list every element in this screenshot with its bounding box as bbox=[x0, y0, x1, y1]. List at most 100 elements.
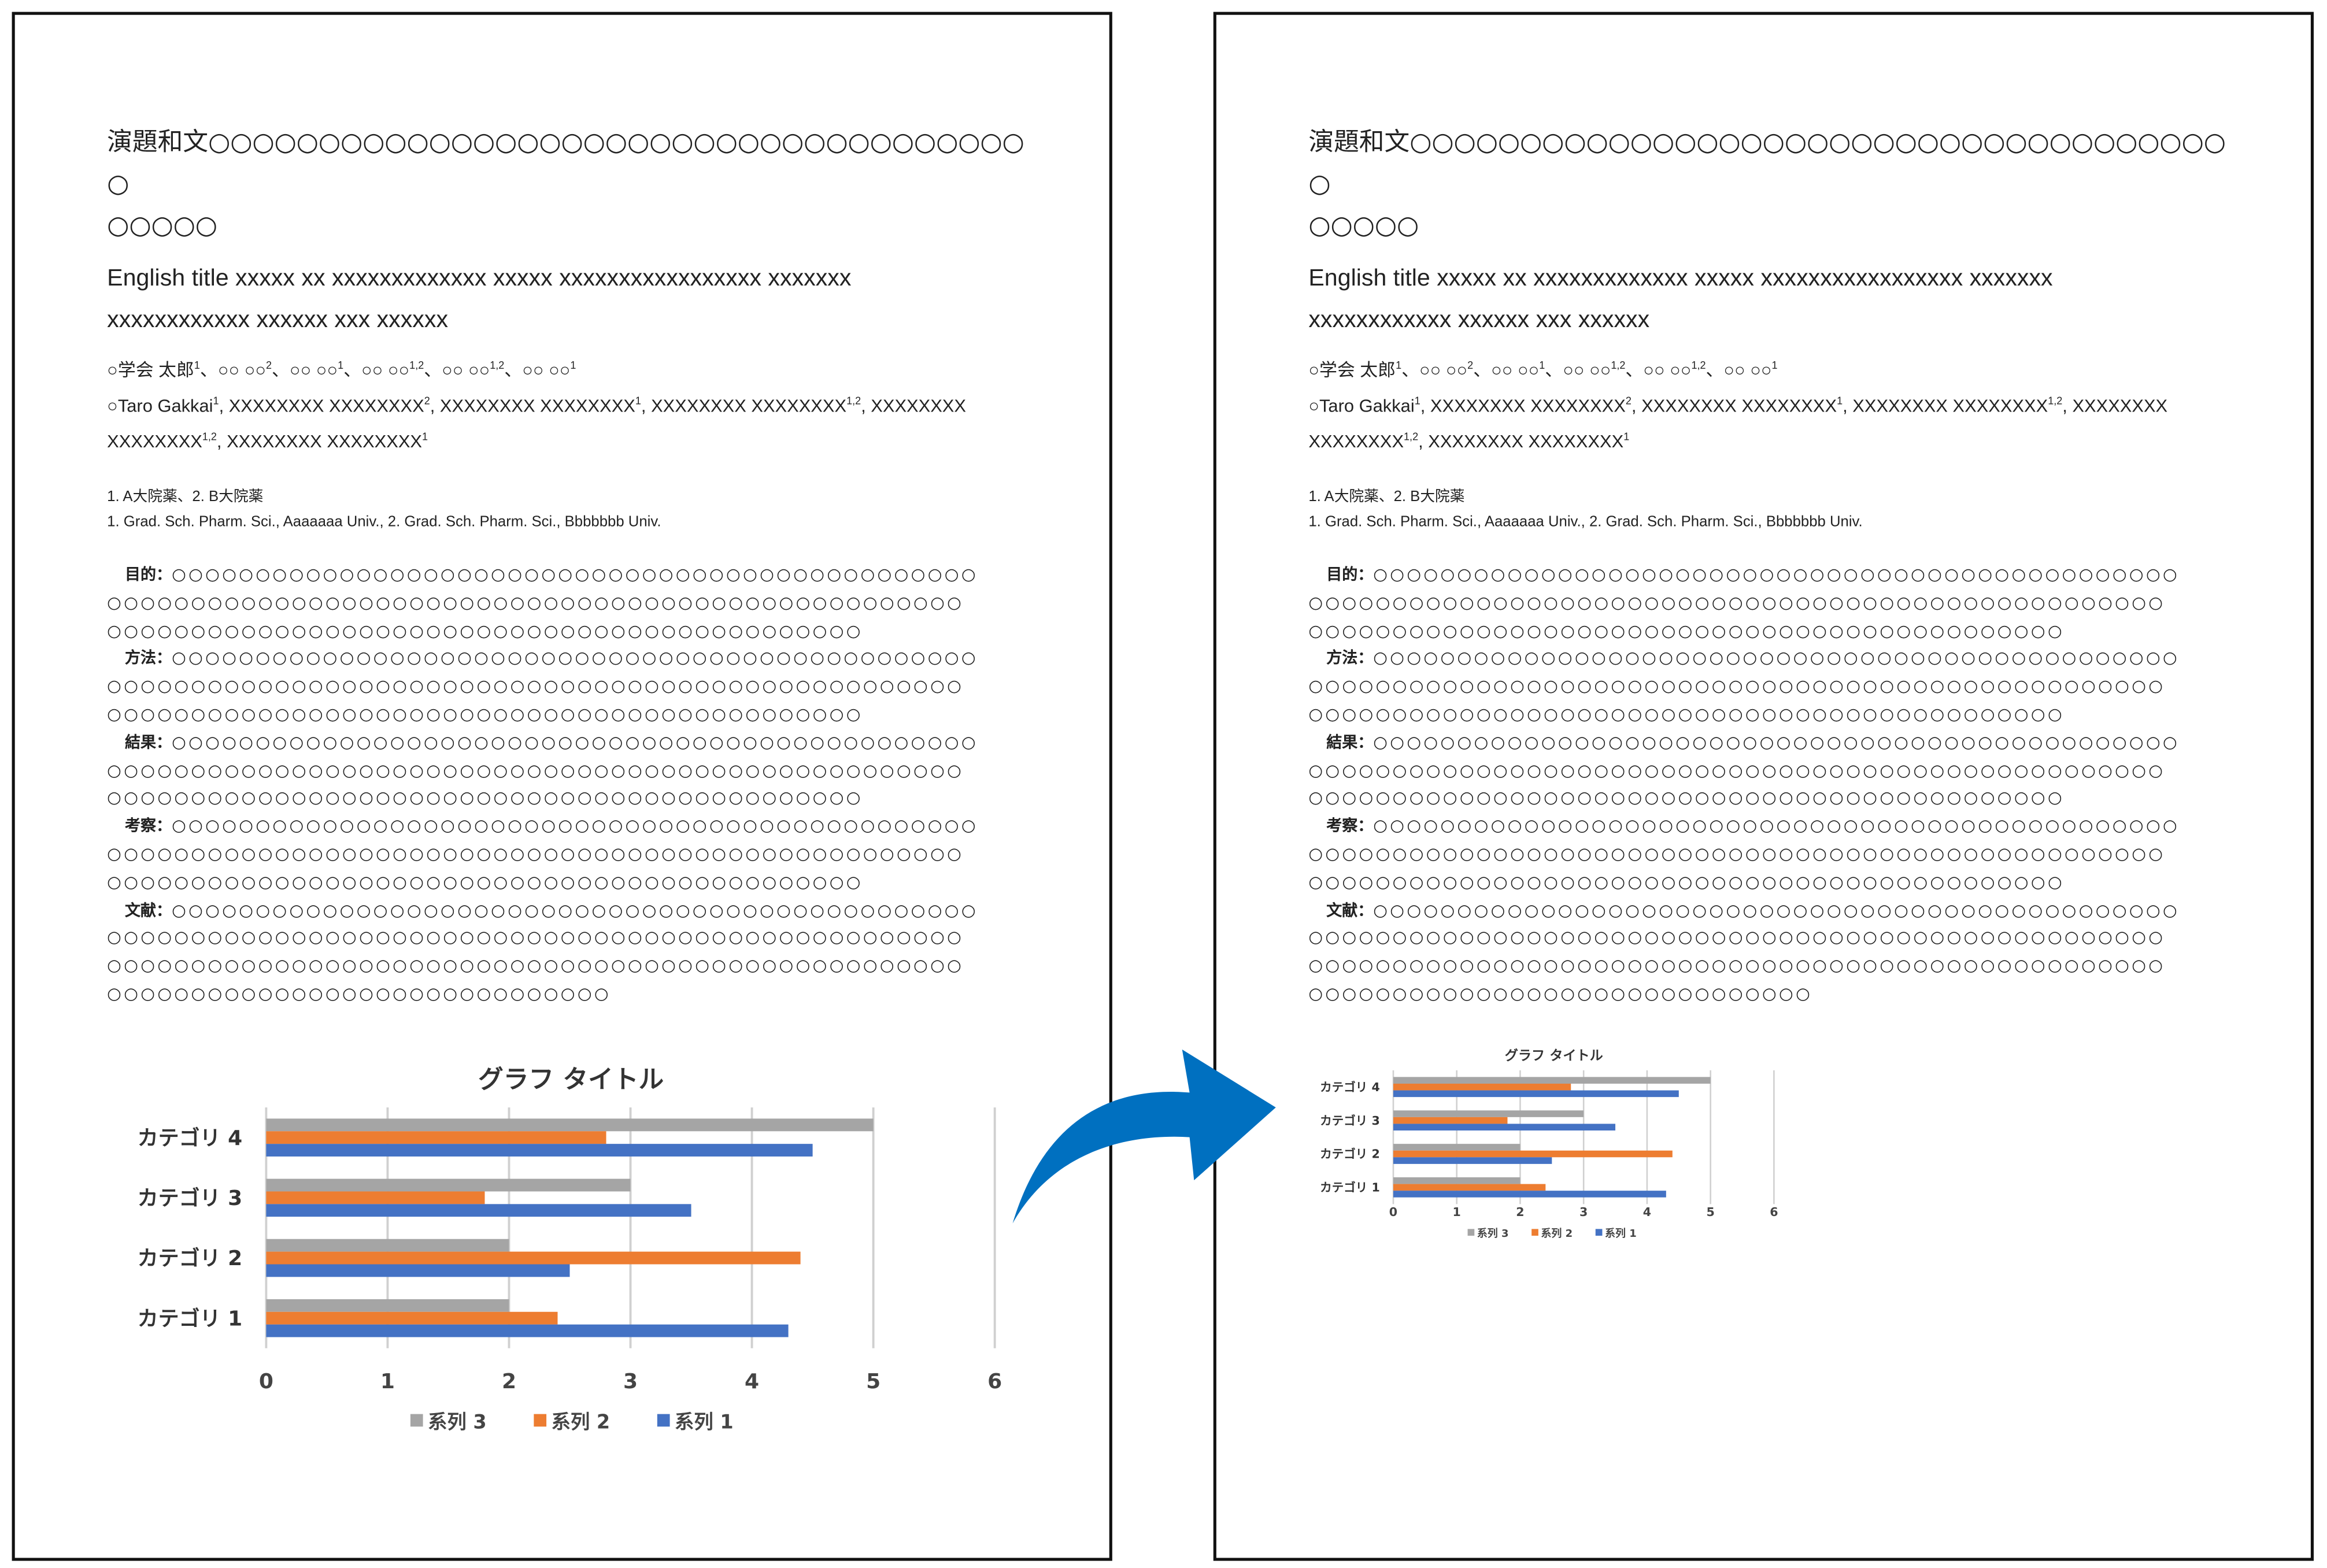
author-name: XXXXXXXX XXXXXXXX bbox=[1641, 395, 1837, 417]
author-name: XXXXXXXX XXXXXXXX bbox=[1308, 395, 2168, 452]
bar-3-cat-4 bbox=[1393, 1077, 1711, 1084]
author-affiliation-mark: 1 bbox=[213, 396, 219, 407]
abstract-line: ○○○○○○○○○○○○○○○○○○○○○○○○○○○○○○○○○○○○○○○○… bbox=[1308, 785, 2230, 813]
separator: , bbox=[1843, 395, 1853, 417]
bar-2-cat-3 bbox=[266, 1191, 485, 1204]
section-text: ○○○○○○○○○○○○○○○○○○○○○○○○○○○○○○○○○○○○○○○○… bbox=[107, 928, 964, 948]
bar-2-cat-1 bbox=[266, 1311, 558, 1325]
bar-1-cat-1 bbox=[266, 1324, 789, 1337]
authors: ○学会 太郎1、○○ ○○2、○○ ○○1、○○ ○○1,2、○○ ○○1,2、… bbox=[1308, 351, 2230, 458]
section-text: ○○○○○○○○○○○○○○○○○○○○○○○○○○○○○○○○○○○○○○○○… bbox=[172, 565, 978, 584]
category-label: カテゴリ 1 bbox=[1320, 1181, 1380, 1195]
category-label: カテゴリ 2 bbox=[138, 1246, 243, 1270]
author-name: ○○ ○○ bbox=[522, 359, 571, 381]
separator: 、 bbox=[1473, 359, 1492, 381]
section-label: 考察： bbox=[125, 818, 172, 836]
bar-2-cat-4 bbox=[266, 1131, 606, 1144]
separator: , bbox=[219, 395, 229, 417]
separator: 、 bbox=[1545, 359, 1563, 381]
separator: 、 bbox=[1706, 359, 1724, 381]
separator: , bbox=[861, 395, 871, 417]
abstract-line: ○○○○○○○○○○○○○○○○○○○○○○○○○○○○○○○○○○○○○○○○… bbox=[1308, 618, 2230, 646]
author-affiliation-mark: 1 bbox=[1539, 361, 1545, 372]
title-en-line: English title xxxxx xx xxxxxxxxxxxxx xxx… bbox=[1308, 266, 2053, 292]
section-text: ○○○○○○○○○○○○○○○○○○○○○○○○○○○○○○○○○○○○○○○○… bbox=[1373, 648, 2180, 668]
section-text: ○○○○○○○○○○○○○○○○○○○○○○○○○○○○○○ bbox=[107, 984, 611, 1003]
separator: , bbox=[1631, 395, 1642, 417]
category-label: カテゴリ 1 bbox=[138, 1306, 243, 1330]
section-label: 方法： bbox=[125, 650, 172, 668]
section-text: ○○○○○○○○○○○○○○○○○○○○○○○○○○○○○○○○○○○○○○○○… bbox=[1373, 900, 2180, 920]
section-text: ○○○○○○○○○○○○○○○○○○○○○○○○○○○○○○○○○○○○○○○○… bbox=[1308, 788, 2065, 808]
author-affiliation-mark: 2 bbox=[265, 361, 272, 372]
bar-3-cat-3 bbox=[1393, 1110, 1584, 1117]
section-text: ○○○○○○○○○○○○○○○○○○○○○○○○○○○○○○○○○○○○○○○○… bbox=[107, 705, 863, 724]
separator: , bbox=[430, 395, 440, 417]
section-text: ○○○○○○○○○○○○○○○○○○○○○○○○○○○○○○○○○○○○○○○○… bbox=[107, 760, 964, 780]
abstract-line: ○○○○○○○○○○○○○○○○○○○○○○○○○○○○○○○○○○○○○○○○… bbox=[1308, 842, 2230, 869]
bar-2-cat-1 bbox=[1393, 1184, 1546, 1191]
author-name: XXXXXXXX XXXXXXXX bbox=[1430, 395, 1626, 417]
legend-swatch bbox=[534, 1414, 547, 1427]
legend-swatch bbox=[657, 1414, 670, 1427]
section-text: ○○○○○○○○○○○○○○○○○○○○○○○○○○○○○○○○○○○○○○○○… bbox=[1308, 928, 2166, 948]
abstract-line: ○○○○○○○○○○○○○○○○○○○○○○○○○○○○○○○○○○○○○○○○… bbox=[107, 785, 1029, 813]
abstract-line: 目的：○○○○○○○○○○○○○○○○○○○○○○○○○○○○○○○○○○○○○… bbox=[1308, 562, 2230, 590]
bar-1-cat-2 bbox=[266, 1264, 570, 1277]
title-japanese: 演題和文○○○○○○○○○○○○○○○○○○○○○○○○○○○○○○○○○○○○… bbox=[107, 122, 1029, 247]
x-tick-label: 0 bbox=[259, 1370, 273, 1393]
author-name: XXXXXXXX XXXXXXXX bbox=[227, 431, 423, 452]
abstract-line: 目的：○○○○○○○○○○○○○○○○○○○○○○○○○○○○○○○○○○○○○… bbox=[107, 562, 1029, 590]
separator: 、 bbox=[424, 359, 442, 381]
author-affiliation-mark: 1 bbox=[1771, 361, 1778, 372]
section-text: ○○○○○○○○○○○○○○○○○○○○○○○○○○○○○○○○○○○○○○○○… bbox=[1308, 872, 2065, 892]
title-japanese: 演題和文○○○○○○○○○○○○○○○○○○○○○○○○○○○○○○○○○○○○… bbox=[1308, 122, 2230, 247]
author-name: ○○ ○○ bbox=[1723, 359, 1772, 381]
section-label: 目的： bbox=[1326, 566, 1374, 584]
author-name: ○Taro Gakkai bbox=[107, 395, 213, 417]
abstract-body: 目的：○○○○○○○○○○○○○○○○○○○○○○○○○○○○○○○○○○○○○… bbox=[107, 562, 1029, 1009]
authors: ○学会 太郎1、○○ ○○2、○○ ○○1、○○ ○○1,2、○○ ○○1,2、… bbox=[107, 351, 1029, 458]
author-affiliation-mark: 1,2 bbox=[202, 432, 217, 443]
separator: 、 bbox=[199, 359, 218, 381]
legend-swatch bbox=[1595, 1229, 1603, 1236]
abstract-line: 考察：○○○○○○○○○○○○○○○○○○○○○○○○○○○○○○○○○○○○○… bbox=[1308, 813, 2230, 841]
legend-swatch bbox=[1467, 1229, 1475, 1236]
section-text: ○○○○○○○○○○○○○○○○○○○○○○○○○○○○○○○○○○○○○○○○… bbox=[107, 844, 964, 864]
abstract-line: ○○○○○○○○○○○○○○○○○○○○○○○○○○○○○○○○○○○○○○○○… bbox=[1308, 674, 2230, 702]
author-affiliation-mark: 1,2 bbox=[1691, 361, 1706, 372]
abstract-line: ○○○○○○○○○○○○○○○○○○○○○○○○○○○○○○○○○○○○○○○○… bbox=[1308, 953, 2230, 981]
author-affiliation-mark: 1,2 bbox=[409, 361, 424, 372]
authors-english: ○Taro Gakkai1, XXXXXXXX XXXXXXXX2, XXXXX… bbox=[107, 387, 1029, 458]
section-text: ○○○○○○○○○○○○○○○○○○○○○○○○○○○○○○ bbox=[1308, 984, 1813, 1003]
author-affiliation-mark: 1,2 bbox=[490, 361, 505, 372]
x-tick-label: 4 bbox=[1643, 1205, 1651, 1219]
separator: 、 bbox=[1401, 359, 1420, 381]
page-content: 演題和文○○○○○○○○○○○○○○○○○○○○○○○○○○○○○○○○○○○○… bbox=[107, 122, 1029, 1009]
title-ja-line: 演題和文○○○○○○○○○○○○○○○○○○○○○○○○○○○○○○○○○○○○… bbox=[1308, 128, 2226, 199]
section-label: 文献： bbox=[1326, 902, 1374, 920]
document-page-after: 演題和文○○○○○○○○○○○○○○○○○○○○○○○○○○○○○○○○○○○○… bbox=[1213, 12, 2314, 1561]
title-ja-line: 演題和文○○○○○○○○○○○○○○○○○○○○○○○○○○○○○○○○○○○○… bbox=[107, 128, 1024, 199]
section-label: 方法： bbox=[1326, 650, 1374, 668]
section-text: ○○○○○○○○○○○○○○○○○○○○○○○○○○○○○○○○○○○○○○○○… bbox=[1308, 844, 2166, 864]
abstract-line: 結果：○○○○○○○○○○○○○○○○○○○○○○○○○○○○○○○○○○○○○… bbox=[107, 729, 1029, 757]
author-affiliation-mark: 1 bbox=[570, 361, 576, 372]
x-tick-label: 5 bbox=[1707, 1205, 1715, 1219]
section-label: 結果： bbox=[1326, 734, 1374, 752]
section-text: ○○○○○○○○○○○○○○○○○○○○○○○○○○○○○○○○○○○○○○○○… bbox=[1373, 732, 2180, 752]
legend-label: 系列 2 bbox=[1541, 1228, 1573, 1240]
author-name: ○学会 太郎 bbox=[107, 359, 194, 381]
author-name: ○○ ○○ bbox=[1643, 359, 1692, 381]
bar-1-cat-2 bbox=[1393, 1157, 1552, 1164]
page-content: 演題和文○○○○○○○○○○○○○○○○○○○○○○○○○○○○○○○○○○○○… bbox=[1308, 122, 2230, 1009]
abstract-line: 方法：○○○○○○○○○○○○○○○○○○○○○○○○○○○○○○○○○○○○○… bbox=[107, 646, 1029, 673]
author-affiliation-mark: 2 bbox=[1625, 396, 1632, 407]
abstract-line: ○○○○○○○○○○○○○○○○○○○○○○○○○○○○○○○○○○○○○○○○… bbox=[1308, 590, 2230, 618]
section-label: 考察： bbox=[1326, 818, 1374, 836]
affiliation-japanese: 1. A大院薬、2. B大院薬 bbox=[1308, 489, 1465, 506]
x-tick-label: 3 bbox=[1579, 1205, 1588, 1219]
affiliation-english: 1. Grad. Sch. Pharm. Sci., Aaaaaaa Univ.… bbox=[1308, 514, 1863, 531]
author-affiliation-mark: 2 bbox=[424, 396, 430, 407]
